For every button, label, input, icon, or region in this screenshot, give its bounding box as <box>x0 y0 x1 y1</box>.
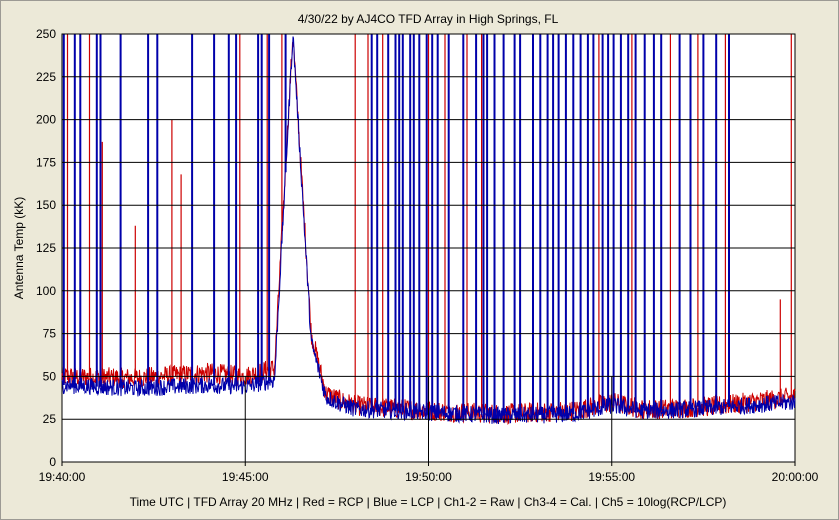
x-tick-label: 19:40:00 <box>39 470 86 484</box>
y-tick-label: 75 <box>43 327 57 341</box>
y-tick-label: 200 <box>36 113 56 127</box>
x-axis-label: Time UTC | TFD Array 20 MHz | Red = RCP … <box>130 495 727 509</box>
x-axis-ticks: 19:40:00 19:45:00 19:50:00 19:55:00 20:00:00 <box>39 462 819 484</box>
y-tick-label: 175 <box>36 155 56 169</box>
y-axis-ticks: 0 25 50 75 100 125 150 175 200 225 250 <box>36 27 56 469</box>
x-tick-label: 20:00:00 <box>772 470 819 484</box>
chart-title: 4/30/22 by AJ4CO TFD Array in High Sprin… <box>298 12 559 26</box>
y-tick-label: 150 <box>36 198 56 212</box>
grid-layer <box>62 33 795 463</box>
x-tick-label: 19:55:00 <box>588 470 635 484</box>
y-tick-label: 225 <box>36 70 56 84</box>
x-tick-label: 19:45:00 <box>222 470 269 484</box>
y-tick-label: 0 <box>49 455 56 469</box>
y-tick-label: 50 <box>43 369 57 383</box>
y-axis-label: Antenna Temp (kK) <box>12 197 26 300</box>
y-tick-label: 100 <box>36 284 56 298</box>
x-tick-label: 19:50:00 <box>405 470 452 484</box>
y-tick-label: 125 <box>36 241 56 255</box>
y-tick-label: 25 <box>43 412 57 426</box>
series-lcp <box>61 34 796 425</box>
y-tick-label: 250 <box>36 27 56 41</box>
